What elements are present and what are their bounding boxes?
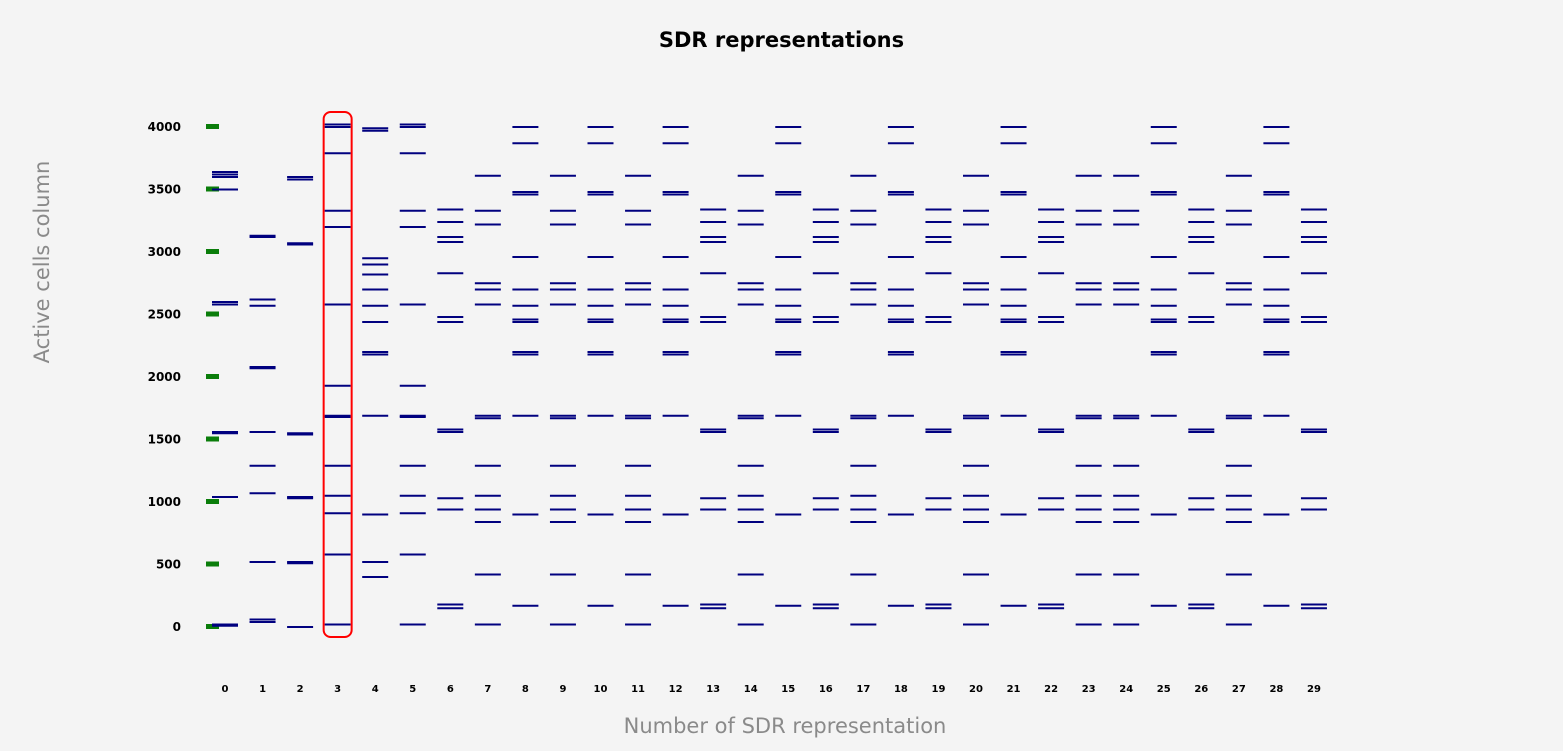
x-axis-label: Number of SDR representation — [623, 714, 947, 738]
x-tick-label: 16 — [819, 684, 833, 695]
x-tick-label: 3 — [334, 684, 341, 695]
y-tick-marker — [206, 374, 219, 379]
y-tick-label: 3500 — [148, 183, 181, 197]
x-tick-label: 24 — [1119, 684, 1133, 695]
y-tick-marker — [206, 311, 219, 317]
x-tick-label: 17 — [856, 684, 870, 695]
x-tick-label: 2 — [297, 684, 304, 695]
y-tick-label: 1500 — [148, 433, 181, 447]
x-tick-label: 9 — [559, 684, 566, 695]
x-tick-label: 19 — [931, 684, 945, 695]
x-tick-label: 25 — [1157, 684, 1171, 695]
data-marks — [212, 123, 1327, 628]
x-tick-label: 29 — [1307, 684, 1321, 695]
x-tick-label: 5 — [409, 684, 416, 695]
x-tick-label: 23 — [1082, 684, 1096, 695]
x-tick-label: 20 — [969, 684, 983, 695]
x-tick-label: 27 — [1232, 684, 1246, 695]
x-tick-label: 4 — [372, 684, 379, 695]
x-tick-label: 12 — [669, 684, 683, 695]
y-tick-marker — [206, 436, 219, 442]
x-tick-label: 26 — [1194, 684, 1208, 695]
x-tick-label: 13 — [706, 684, 720, 695]
y-tick-label: 1000 — [148, 495, 181, 509]
y-tick-label: 500 — [156, 558, 181, 572]
y-tick-marker — [206, 499, 219, 504]
x-tick-label: 10 — [594, 684, 608, 695]
highlight-layer — [322, 111, 353, 638]
x-tick-label: 18 — [894, 684, 908, 695]
chart-title: SDR representations — [658, 28, 905, 52]
y-tick-marker — [206, 561, 219, 567]
y-tick-label: 2000 — [148, 370, 181, 384]
x-tick-label: 7 — [484, 684, 491, 695]
y-tick-label: 4000 — [148, 120, 181, 134]
x-tick-label: 14 — [744, 684, 758, 695]
x-tick-label: 28 — [1269, 684, 1283, 695]
x-tick-label: 11 — [631, 684, 645, 695]
y-tick-label: 3000 — [148, 245, 181, 259]
x-tick-label: 0 — [222, 684, 229, 695]
x-tick-label: 1 — [259, 684, 266, 695]
x-tick-label: 21 — [1007, 684, 1021, 695]
x-tick-label: 8 — [522, 684, 529, 695]
selected-column-highlight — [322, 111, 353, 638]
y-tick-label: 2500 — [148, 308, 181, 322]
x-tick-label: 6 — [447, 684, 454, 695]
x-tick-label: 22 — [1044, 684, 1058, 695]
y-tick-label: 0 — [173, 620, 181, 634]
y-axis: 0 500 1000 1500 2000 2500 3000 3500 4000 — [148, 120, 219, 634]
x-axis: 0 1 2 3 4 5 6 7 8 9 10 11 12 13 14 15 16 17 18 19 20 21 22 23 24… — [222, 684, 1321, 695]
y-tick-marker — [206, 249, 219, 254]
x-tick-label: 15 — [781, 684, 795, 695]
y-tick-marker — [206, 124, 219, 129]
